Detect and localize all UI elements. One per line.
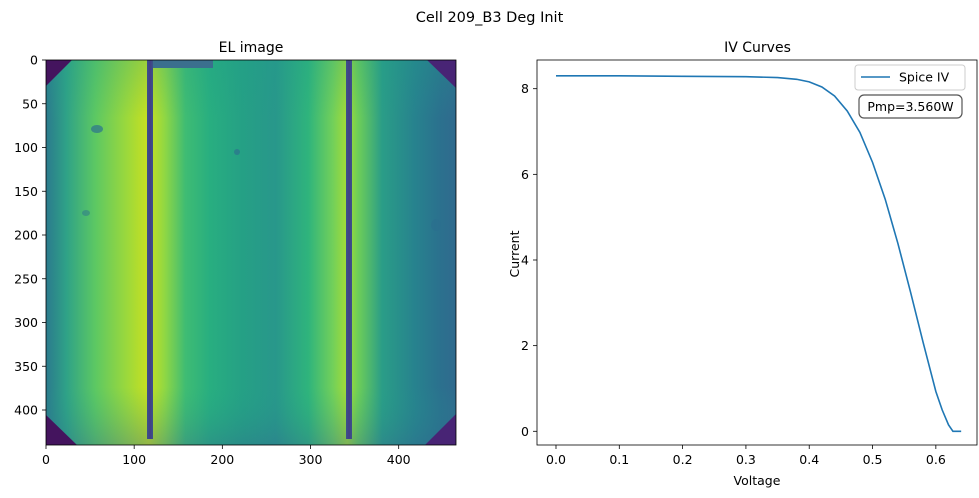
blemish: [91, 125, 103, 133]
x-tick-label: 0: [42, 452, 50, 467]
x-tick-label: 0.0: [546, 452, 566, 467]
busbar-left: [147, 60, 153, 439]
legend: Spice IV: [854, 64, 966, 91]
x-tick-label: 0.5: [863, 452, 883, 467]
x-tick-label: 200: [210, 452, 234, 467]
x-tick-label: 300: [299, 452, 323, 467]
y-tick-label: 6: [521, 167, 529, 182]
legend-label: Spice IV: [899, 70, 950, 85]
figure-title: Cell 209_B3 Deg Init: [416, 10, 564, 26]
x-tick-label: 0.4: [799, 452, 819, 467]
blemish: [234, 149, 240, 155]
y-tick-label: 300: [14, 315, 38, 330]
corner-bottom-right: [425, 414, 456, 445]
y-tick-label: 0: [30, 53, 38, 68]
x-tick-label: 400: [387, 452, 411, 467]
y-tick-label: 150: [14, 184, 38, 199]
x-tick-label: 0.3: [736, 452, 756, 467]
legend-box: [854, 64, 966, 91]
y-tick-label: 400: [14, 403, 38, 418]
y-tick-label: 4: [521, 252, 529, 267]
iv-plot-area: [537, 60, 977, 445]
pmp-annotation-box: [858, 94, 963, 119]
pmp-annotation-text: Pmp=3.560W: [867, 99, 953, 114]
y-tick-label: 200: [14, 228, 38, 243]
iv-plot-frame: [536, 59, 978, 446]
el-image-heatmap: [46, 60, 456, 445]
y-tick-label: 50: [22, 96, 38, 111]
el-image-axes: 0 100 200 300 400 0 50 100 150 200 250 300 350 400: [14, 53, 411, 468]
corner-top-left: [46, 60, 72, 86]
y-tick-label: 2: [521, 338, 529, 353]
series-line-spice-iv: [555, 75, 962, 433]
y-tick-label: 0: [521, 424, 529, 439]
corner-bottom-left: [46, 415, 77, 445]
el-image-frame: [45, 59, 457, 446]
y-tick-label: 100: [14, 140, 38, 155]
iv-axes: 0.0 0.1 0.2 0.3 0.4 0.5 0.6 0 2 4 6 8: [521, 81, 946, 467]
x-tick-label: 0.6: [926, 452, 946, 467]
y-axis-label: Current: [507, 230, 522, 277]
y-tick-label: 250: [14, 271, 38, 286]
iv-chart-title: IV Curves: [724, 40, 791, 56]
busbar-right: [346, 60, 352, 439]
x-tick-label: 100: [122, 452, 146, 467]
y-tick-label: 8: [521, 81, 529, 96]
x-tick-label: 0.1: [609, 452, 629, 467]
blemish: [431, 219, 441, 231]
el-image-vertical-shading: [46, 60, 456, 445]
y-tick-label: 350: [14, 359, 38, 374]
corner-top-right: [427, 60, 456, 88]
busbar-notch: [153, 60, 213, 68]
el-image-title: EL image: [219, 40, 284, 56]
blemish: [82, 210, 90, 216]
x-axis-label: Voltage: [734, 473, 781, 488]
pmp-annotation: Pmp=3.560W: [858, 94, 963, 119]
x-tick-label: 0.2: [673, 452, 693, 467]
